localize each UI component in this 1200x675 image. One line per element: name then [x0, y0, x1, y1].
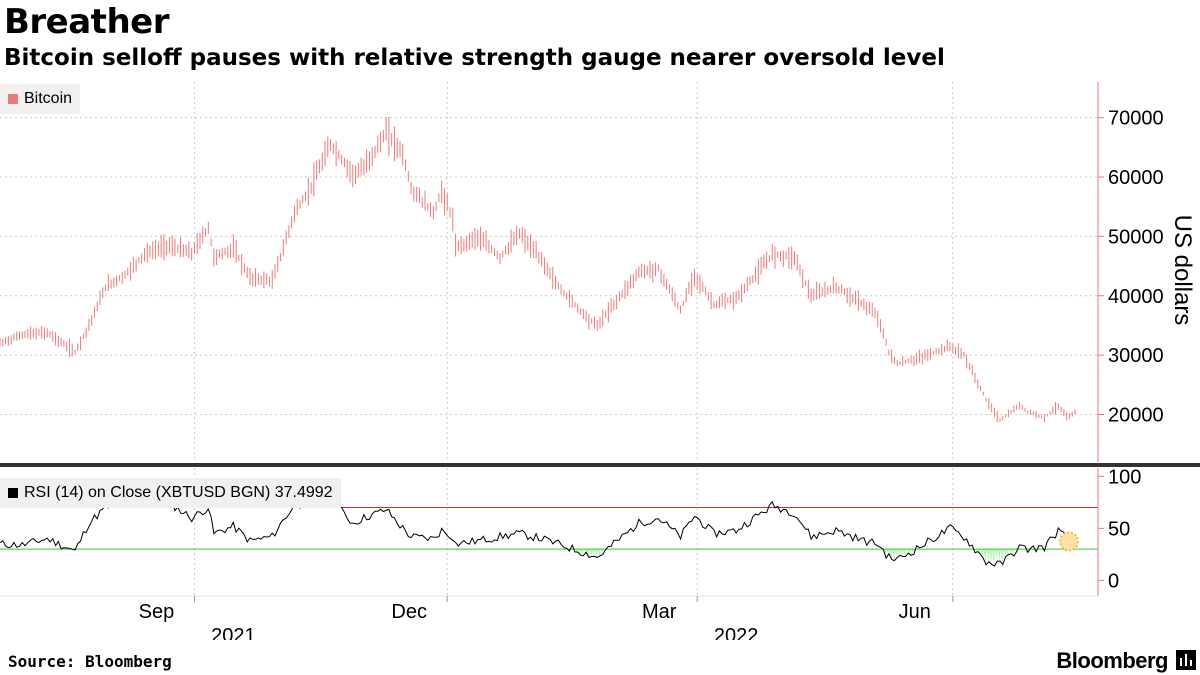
- price-legend-swatch: [8, 94, 18, 104]
- grid-layer: [0, 82, 1200, 596]
- bloomberg-terminal-icon: [1176, 650, 1196, 670]
- rsi-legend: RSI (14) on Close (XBTUSD BGN) 37.4992: [0, 478, 341, 508]
- rsi-ytick-label: 0: [1108, 570, 1119, 592]
- price-legend-label: Bitcoin: [24, 90, 73, 107]
- price-y-axis-label: US dollars: [1169, 215, 1196, 326]
- oversold-fill-layer: [69, 549, 1045, 566]
- x-year-label: 2021: [211, 625, 256, 640]
- x-tick-label: Jun: [899, 601, 931, 623]
- panel-separator: [0, 463, 1200, 467]
- chart-svg: 20000 30000 40000 50000 60000 70000 0 50 100 US d…: [0, 82, 1200, 640]
- x-tick-label: Dec: [391, 601, 427, 623]
- price-legend: Bitcoin: [0, 84, 81, 114]
- price-ytick-label: 30000: [1108, 345, 1164, 367]
- chart-title: Breather: [4, 2, 169, 42]
- rsi-ytick-label: 100: [1108, 466, 1141, 488]
- rsi-ytick-label: 50: [1108, 518, 1130, 540]
- chart-subtitle: Bitcoin selloff pauses with relative str…: [4, 45, 945, 71]
- x-tick-label: Sep: [139, 601, 175, 623]
- brand-logo: Bloomberg: [1056, 648, 1168, 673]
- rsi-legend-label: RSI (14) on Close (XBTUSD BGN) 37.4992: [24, 484, 333, 501]
- rsi-legend-swatch: [8, 488, 18, 498]
- price-ytick-label: 20000: [1108, 405, 1164, 427]
- price-ytick-label: 70000: [1108, 108, 1164, 130]
- oversold-fill: [69, 549, 1045, 566]
- price-ytick-label: 50000: [1108, 226, 1164, 248]
- rsi-line: [0, 495, 1076, 567]
- axis-layer: 20000 30000 40000 50000 60000 70000 0 50 100 US d…: [0, 82, 1196, 640]
- x-tick-label: Mar: [642, 601, 677, 623]
- last-value-marker: [1059, 531, 1079, 552]
- price-bars: [0, 117, 1076, 423]
- source-note: Source: Bloomberg: [8, 652, 172, 671]
- price-ytick-label: 60000: [1108, 167, 1164, 189]
- price-ytick-label: 40000: [1108, 286, 1164, 308]
- x-year-label: 2022: [714, 625, 759, 640]
